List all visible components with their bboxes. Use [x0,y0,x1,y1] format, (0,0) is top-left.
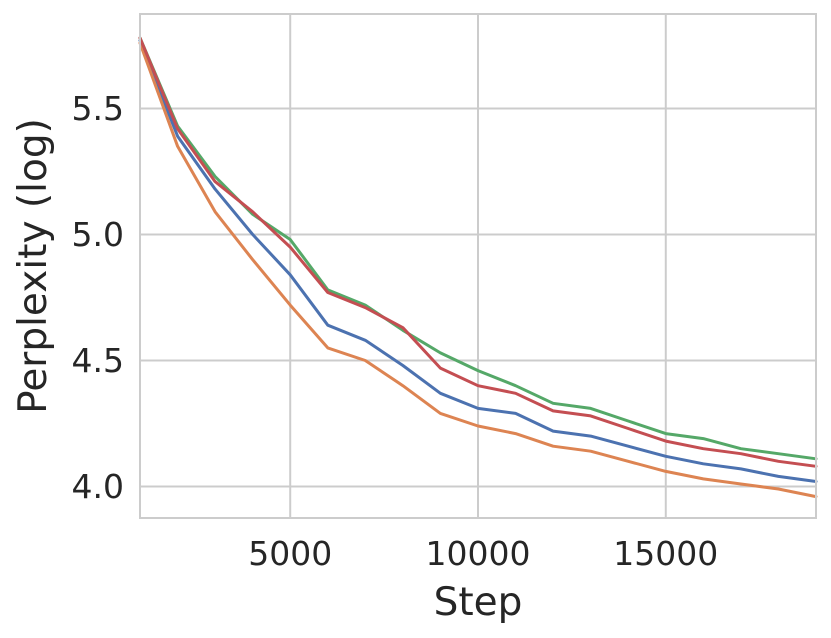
y-tick-label: 5.0 [72,215,124,254]
data-series [138,36,818,499]
x-tick-label: 5000 [248,534,332,573]
series-line-1 [138,39,818,483]
y-tick-label: 4.0 [72,467,124,506]
series-line-4 [138,36,818,468]
series-line-2 [138,41,818,499]
plot-frame [139,13,817,519]
y-axis-label: Perplexity (log) [11,118,56,414]
x-tick-label: 10000 [426,534,531,573]
tick-labels: 5000 10000 15000 4.0 4.5 5.0 5.5 [72,89,719,573]
x-axis-label: Step [434,580,523,625]
series-line-3 [138,36,818,461]
y-tick-label: 4.5 [72,341,124,380]
x-tick-label: 15000 [613,534,718,573]
y-tick-label: 5.5 [72,89,124,128]
